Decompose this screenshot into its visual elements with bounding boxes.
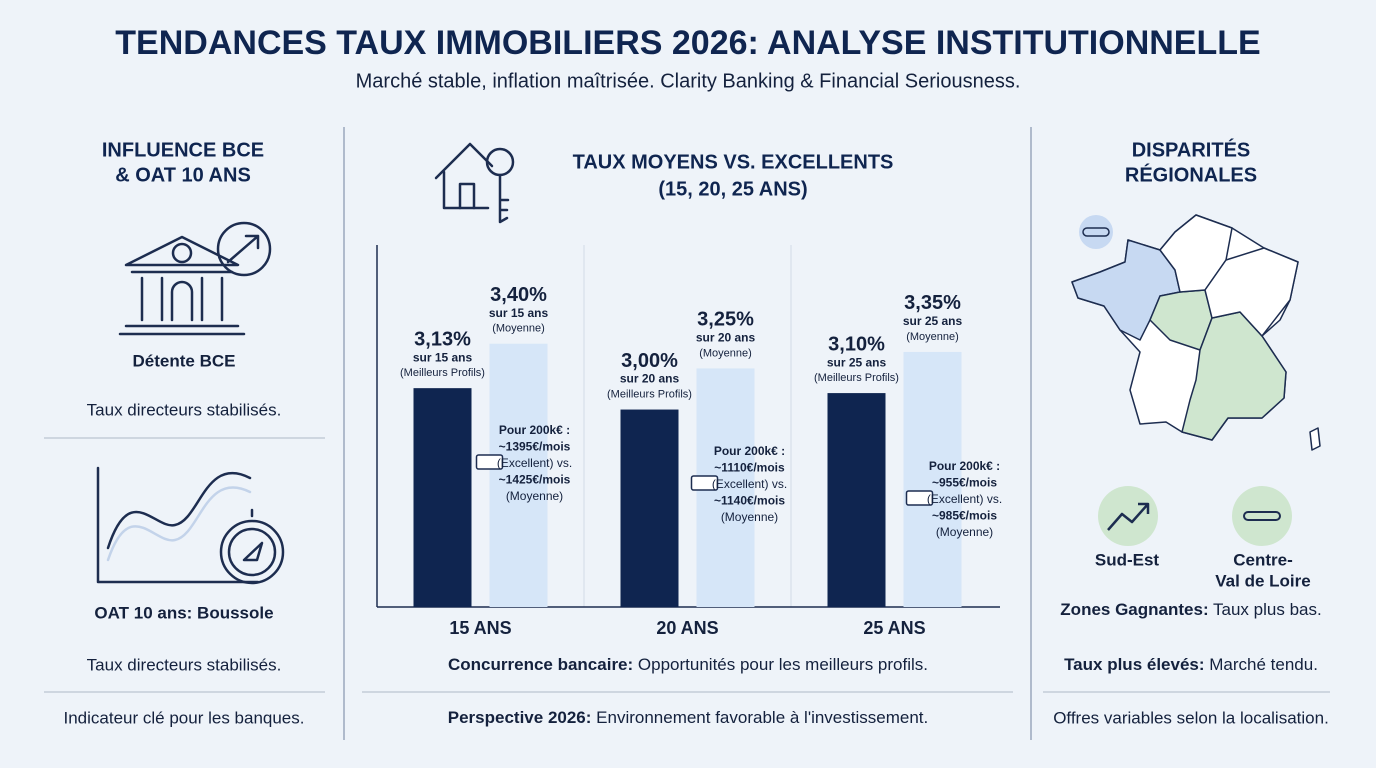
note-text: Marché tendu.	[1205, 655, 1318, 674]
bar-note: sur 20 ans	[620, 372, 680, 386]
subtitle: Marché stable, inflation maîtrisée. Clar…	[356, 70, 1021, 92]
value-label: 3,00%	[621, 350, 678, 372]
payment-line: Pour 200k€ :	[714, 444, 785, 458]
x-tick-label: 20 ANS	[656, 618, 718, 638]
bar	[489, 343, 548, 607]
note-text: Taux plus bas.	[1209, 600, 1322, 619]
series-name: (Meilleurs Profils)	[607, 388, 692, 400]
dividers	[44, 127, 1330, 740]
right-note: Zones Gagnantes: Taux plus bas.	[1060, 600, 1321, 619]
bar-note: sur 15 ans	[413, 350, 473, 364]
series-name: (Moyenne)	[906, 331, 959, 343]
bond-icon	[96, 466, 285, 585]
payment-line: Pour 200k€ :	[929, 459, 1000, 473]
bank-icon	[118, 221, 272, 336]
note-bold: Concurrence bancaire:	[448, 655, 633, 674]
chart-title: (15, 20, 25 ANS)	[658, 178, 807, 200]
value-label: 3,13%	[414, 328, 471, 350]
x-tick-label: 15 ANS	[449, 618, 511, 638]
bar	[620, 409, 679, 607]
item-label: OAT 10 ans: Boussole	[94, 603, 273, 622]
panel-title: DISPARITÉS	[1132, 138, 1251, 161]
x-tick-label: 25 ANS	[863, 618, 925, 638]
bar	[413, 388, 472, 607]
payment-line: (Moyenne)	[506, 489, 563, 503]
title: TENDANCES TAUX IMMOBILIERS 2026: ANALYSE…	[115, 24, 1260, 62]
item-text: Taux directeurs stabilisés.	[87, 655, 282, 674]
zone-label: Val de Loire	[1215, 571, 1310, 590]
value-label: 3,40%	[490, 284, 547, 306]
payment-line: ~955€/mois	[932, 476, 997, 490]
payment-line: (Moyenne)	[721, 510, 778, 524]
series-name: (Moyenne)	[492, 323, 545, 335]
note-bold: Perspective 2026:	[448, 708, 592, 727]
chart-note: Perspective 2026: Environnement favorabl…	[448, 708, 928, 727]
item-label: Détente BCE	[133, 351, 236, 370]
chart-title: TAUX MOYENS VS. EXCELLENTS	[573, 151, 894, 173]
payment-line: (Moyenne)	[936, 525, 993, 539]
bar	[903, 351, 962, 607]
payment-line: (Excellent) vs.	[712, 477, 787, 491]
note-text: Environnement favorable à l'investisseme…	[591, 708, 928, 727]
item-text: Taux directeurs stabilisés.	[87, 400, 282, 419]
euro-icon	[690, 475, 719, 491]
note-bold: Taux plus élevés:	[1064, 655, 1204, 674]
value-label: 3,35%	[904, 292, 961, 314]
bar-note: sur 20 ans	[696, 331, 756, 345]
house-key-icon	[434, 142, 515, 224]
series-name: (Moyenne)	[699, 347, 752, 359]
zone-label: Centre-	[1233, 550, 1293, 569]
panel-title: & OAT 10 ANS	[115, 164, 251, 186]
bar-note: sur 15 ans	[489, 306, 549, 320]
bar-note: sur 25 ans	[903, 314, 963, 328]
right-note: Taux plus élevés: Marché tendu.	[1064, 655, 1318, 674]
payment-line: ~1395€/mois	[499, 440, 571, 454]
payment-line: (Excellent) vs.	[927, 492, 1002, 506]
payment-line: ~1110€/mois	[714, 461, 785, 475]
series-name: (Meilleurs Profils)	[814, 372, 899, 384]
zone-label: Sud-Est	[1095, 550, 1160, 569]
panel-title: RÉGIONALES	[1125, 163, 1257, 186]
payment-line: Pour 200k€ :	[499, 423, 570, 437]
value-label: 3,25%	[697, 309, 754, 331]
value-label: 3,10%	[828, 333, 885, 355]
note-bold: Zones Gagnantes:	[1060, 600, 1208, 619]
payment-line: ~1140€/mois	[714, 494, 785, 508]
bar	[827, 393, 886, 607]
france-map	[1071, 214, 1321, 546]
chart-note: Concurrence bancaire: Opportunités pour …	[448, 655, 928, 674]
bar-note: sur 25 ans	[827, 355, 887, 369]
panel-footer: Indicateur clé pour les banques.	[64, 708, 305, 727]
euro-icon	[905, 490, 934, 506]
panel-title: INFLUENCE BCE	[102, 139, 264, 161]
payment-line: ~985€/mois	[932, 509, 997, 523]
euro-icon	[475, 454, 504, 470]
payment-line: (Excellent) vs.	[497, 456, 572, 470]
panel-footer: Offres variables selon la localisation.	[1053, 708, 1329, 727]
note-text: Opportunités pour les meilleurs profils.	[633, 655, 928, 674]
payment-line: ~1425€/mois	[499, 473, 571, 487]
series-name: (Meilleurs Profils)	[400, 367, 485, 379]
